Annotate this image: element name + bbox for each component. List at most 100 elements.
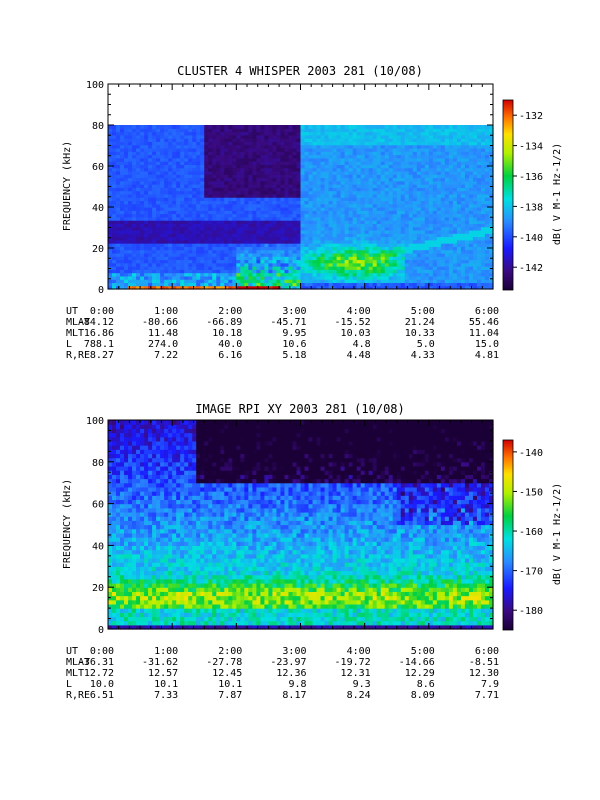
spectrogram-cell	[188, 262, 193, 267]
spectrogram-cell	[336, 177, 342, 182]
spectrogram-cell	[272, 180, 278, 185]
spectrogram-cell	[288, 170, 294, 175]
spectrogram-cell	[440, 236, 446, 241]
spectrogram-cell	[112, 233, 117, 238]
spectrogram-cell	[320, 180, 326, 185]
spectrogram-cell	[284, 266, 290, 270]
spectrogram-cell	[188, 164, 193, 169]
spectrogram-cell	[312, 266, 318, 270]
spectrogram-cell	[348, 220, 354, 224]
spectrogram-cell	[396, 269, 402, 274]
spectrogram-cell	[288, 223, 294, 228]
spectrogram-cell	[256, 164, 261, 169]
spectrogram-cell	[324, 157, 330, 162]
spectrogram-cell	[200, 167, 205, 172]
spectrogram-cell	[292, 187, 298, 192]
spectrogram-cell	[316, 269, 322, 274]
spectrogram-cell	[220, 200, 225, 205]
spectrogram-cell	[264, 226, 270, 231]
spectrogram-cell	[244, 236, 249, 241]
spectrogram-cell	[312, 285, 318, 290]
spectrogram-cell	[204, 236, 209, 241]
spectrogram-cell	[120, 236, 125, 241]
spectrogram-cell	[356, 246, 362, 251]
spectrogram-cell	[472, 125, 478, 129]
spectrogram-cell	[388, 154, 394, 159]
spectrogram-cell	[408, 164, 414, 169]
spectrogram-cell	[352, 184, 358, 188]
spectrogram-cell	[440, 259, 446, 264]
spectrogram-cell	[308, 138, 314, 142]
spectrogram-cell	[304, 138, 310, 142]
spectrogram-cell	[412, 147, 418, 152]
spectrogram-cell	[296, 154, 302, 159]
spectrogram-cell	[408, 170, 414, 175]
spectrogram-cell	[192, 154, 197, 159]
spectrogram-cell	[324, 252, 330, 257]
spectrogram-cell	[148, 279, 153, 284]
spectrogram-cell	[168, 184, 173, 188]
spectrogram-cell	[280, 184, 286, 188]
spectrogram-cell	[436, 134, 442, 139]
spectrogram-cell	[264, 167, 270, 172]
spectrogram-cell	[332, 147, 338, 152]
spectrogram-cell	[196, 239, 201, 244]
spectrogram-cell	[144, 279, 149, 284]
spectrogram-cell	[360, 236, 366, 241]
spectrogram-cell	[196, 213, 201, 218]
spectrogram-cell	[380, 266, 386, 270]
spectrogram-cell	[440, 252, 446, 257]
spectrogram-cell	[112, 266, 117, 270]
spectrogram-cell	[260, 249, 266, 254]
ephemeris-value: -80.66	[142, 317, 178, 328]
spectrogram-cell	[316, 203, 322, 208]
spectrogram-cell	[224, 272, 229, 277]
spectrogram-cell	[264, 266, 270, 270]
spectrogram-cell	[316, 167, 322, 172]
spectrogram-cell	[424, 167, 430, 172]
spectrogram-cell	[308, 259, 314, 264]
spectrogram-cell	[392, 252, 398, 257]
spectrogram-cell	[392, 200, 398, 205]
spectrogram-cell	[304, 207, 310, 211]
spectrogram-cell	[388, 167, 394, 172]
spectrogram-cell	[300, 236, 306, 241]
spectrogram-cell	[392, 141, 398, 146]
spectrogram-cell	[176, 285, 181, 290]
spectrogram-cell	[372, 243, 378, 247]
spectrogram-cell	[384, 262, 390, 267]
spectrogram-cell	[256, 239, 261, 244]
spectrogram-cell	[376, 249, 382, 254]
spectrogram-cell	[308, 151, 314, 156]
spectrogram-cell	[364, 125, 370, 129]
spectrogram-cell	[360, 164, 366, 169]
spectrogram-cell	[392, 213, 398, 218]
spectrogram-cell	[136, 157, 141, 162]
spectrogram-cell	[144, 187, 149, 192]
spectrogram-cell	[372, 246, 378, 251]
spectrogram-cell	[404, 151, 410, 156]
spectrogram-cell	[160, 210, 165, 215]
spectrogram-cell	[208, 229, 213, 234]
spectrogram-cell	[240, 285, 245, 290]
spectrogram-cell	[232, 252, 237, 257]
spectrogram-cell	[292, 246, 298, 251]
spectrogram-cell	[280, 223, 286, 228]
spectrogram-cell	[324, 184, 330, 188]
spectrogram-cell	[224, 144, 229, 149]
spectrogram-cell	[212, 125, 217, 129]
spectrogram-cell	[224, 229, 229, 234]
spectrogram-cell	[156, 154, 161, 159]
spectrogram-cell	[112, 252, 117, 257]
spectrogram-cell	[312, 272, 318, 277]
spectrogram-cell	[284, 207, 290, 211]
spectrogram-cell	[316, 226, 322, 231]
spectrogram-cell	[108, 285, 113, 290]
spectrogram-cell	[184, 269, 189, 274]
spectrogram-cell	[172, 275, 177, 280]
spectrogram-cell	[432, 252, 438, 257]
spectrogram-cell	[220, 157, 225, 162]
spectrogram-cell	[372, 203, 378, 208]
spectrogram-cell	[128, 285, 133, 290]
spectrogram-cell	[452, 252, 458, 257]
